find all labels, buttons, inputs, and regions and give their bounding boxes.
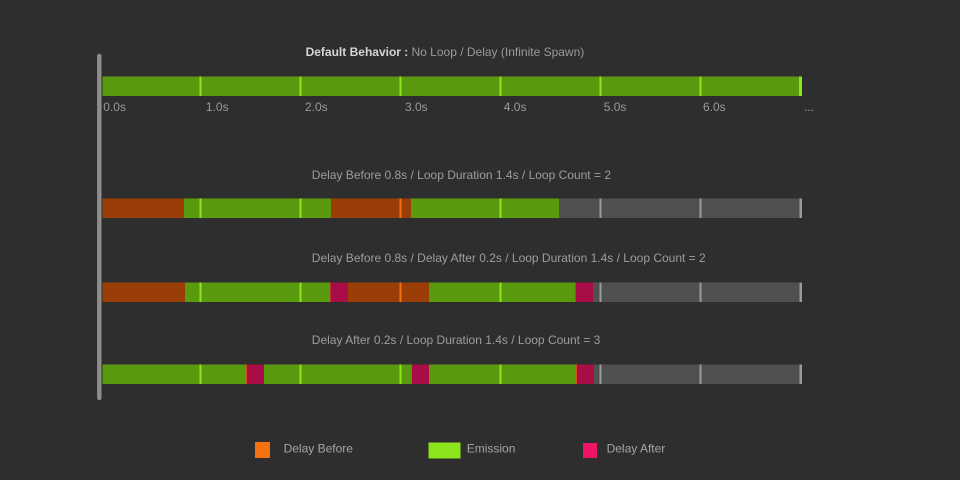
svg-text:Emission: Emission: [467, 442, 516, 456]
svg-text:Default Behavior :No Loop / De: Default Behavior : No Loop / Delay (Infin…: [306, 45, 585, 59]
svg-text:5.0s: 5.0s: [604, 100, 627, 114]
svg-text:2.0s: 2.0s: [305, 100, 328, 114]
svg-text:3.0s: 3.0s: [405, 100, 428, 114]
svg-text:Delay Before: Delay Before: [284, 442, 354, 456]
svg-text:Delay After 0.2s / Loop Durati: Delay After 0.2s / Loop Duration 1.4s / …: [312, 333, 601, 347]
svg-text:1.0s: 1.0s: [206, 100, 229, 114]
svg-text:6.0s: 6.0s: [703, 100, 726, 114]
svg-text:0.0s: 0.0s: [103, 100, 126, 114]
svg-text:...: ...: [804, 100, 814, 114]
svg-text:Delay After: Delay After: [607, 442, 666, 456]
svg-text:4.0s: 4.0s: [504, 100, 527, 114]
svg-text:Delay Before 0.8s / Delay Afte: Delay Before 0.8s / Delay After 0.2s / L…: [312, 251, 706, 265]
svg-text:Delay Before 0.8s / Loop Durat: Delay Before 0.8s / Loop Duration 1.4s /…: [312, 168, 612, 182]
